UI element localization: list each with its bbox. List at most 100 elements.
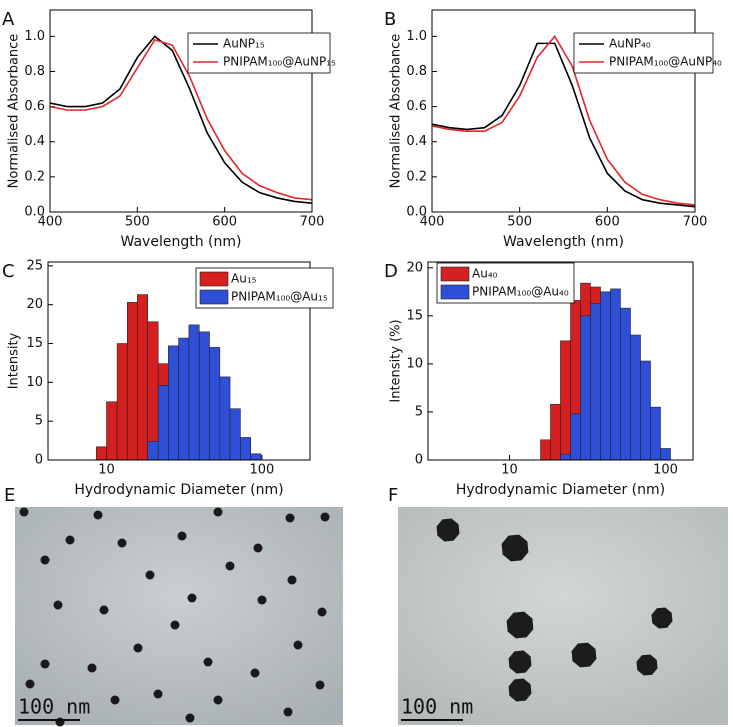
y-tick-label: 15 [406,308,423,323]
particle [315,680,325,690]
bar [116,343,128,461]
x-axis-label: Wavelength (nm) [503,234,624,250]
x-tick-label: 10 [98,463,115,478]
particle [283,707,293,717]
bar [630,334,641,461]
y-axis-label: Intensity (%) [389,319,404,402]
bar [590,303,601,461]
particle [287,575,297,585]
panel-letter: A [2,9,15,30]
particle [185,713,195,723]
legend-label: Au₁₅ [231,272,257,286]
bar [219,376,231,461]
y-tick-label: 25 [26,258,43,273]
bar [600,291,611,461]
x-tick-label: 10 [501,463,518,478]
bar [147,441,159,461]
particle [53,600,63,610]
particle [317,607,327,617]
bar [620,307,631,461]
particle [40,659,50,669]
line [49,38,313,201]
particle [55,717,65,727]
x-tick-label: 500 [507,215,532,230]
y-axis-label: Normalised Absorbance [7,34,22,189]
plot-frame [431,9,696,213]
y-tick-label: 0.2 [406,169,427,184]
legend-label: AuNP₄₀ [609,37,651,51]
particle [99,605,109,615]
y-tick-label: 0.2 [24,169,45,184]
particle [177,531,187,541]
x-tick-label: 700 [683,215,708,230]
line [49,35,313,205]
y-axis-label: Normalised Absorbance [389,34,404,189]
bar [168,345,179,461]
particle [93,510,103,520]
panel-letter: B [384,9,396,30]
particle [508,650,532,674]
y-tick-label: 20 [406,260,423,275]
y-tick-label: 1.0 [406,29,427,44]
particle [293,640,303,650]
scale-bar-label: 100 nm [401,695,473,719]
legend-label: PNIPAM₁₀₀@AuNP₄₀ [609,55,722,69]
particle [117,538,127,548]
particle [145,570,155,580]
particle [285,513,295,523]
x-tick-label: 600 [595,215,620,230]
particle [508,678,532,702]
particle [25,679,35,689]
legend-label: PNIPAM₁₀₀@Au₄₀ [472,285,569,299]
particle [19,507,29,517]
particle [187,593,197,603]
y-tick-label: 0.6 [24,99,45,114]
bar [540,439,551,461]
x-axis-label: Wavelength (nm) [121,234,242,250]
particle [65,535,75,545]
particle [213,507,223,517]
bar [250,453,262,461]
bar [126,302,138,461]
bar [147,321,159,461]
legend-swatch [440,284,470,300]
line [431,34,696,206]
particles [19,507,673,727]
y-tick-label: 0.8 [406,64,427,79]
bar [560,340,571,461]
legend-swatch [199,289,229,305]
bar [229,408,241,461]
legend-box [187,32,331,74]
y-tick-label: 20 [26,297,43,312]
plot-frame [49,9,313,213]
x-tick-label: 100 [653,463,678,478]
bar [560,453,571,461]
tem-image [398,507,728,725]
particle [571,642,597,668]
y-axis-label: Intensity [7,332,22,389]
y-tick-label: 0.4 [406,134,427,149]
particle [250,668,260,678]
particle [501,534,529,562]
bar [157,385,169,461]
x-tick-label: 100 [249,463,274,478]
particle [257,595,267,605]
particle [153,689,163,699]
y-tick-label: 10 [26,375,43,390]
particle [213,695,223,705]
x-axis-label: Hydrodynamic Diameter (nm) [456,482,665,498]
y-tick-label: 1.0 [24,29,45,44]
particle [436,518,460,542]
particle [651,607,673,629]
legend-label: AuNP₁₅ [223,37,265,51]
y-tick-label: 10 [406,356,423,371]
bar [137,294,148,461]
y-tick-label: 5 [415,404,423,419]
bar [188,324,200,461]
legend-swatch [199,271,229,287]
y-tick-label: 0 [35,453,43,468]
bar [660,448,671,461]
x-tick-label: 400 [420,215,445,230]
y-tick-label: 0.0 [24,205,45,220]
